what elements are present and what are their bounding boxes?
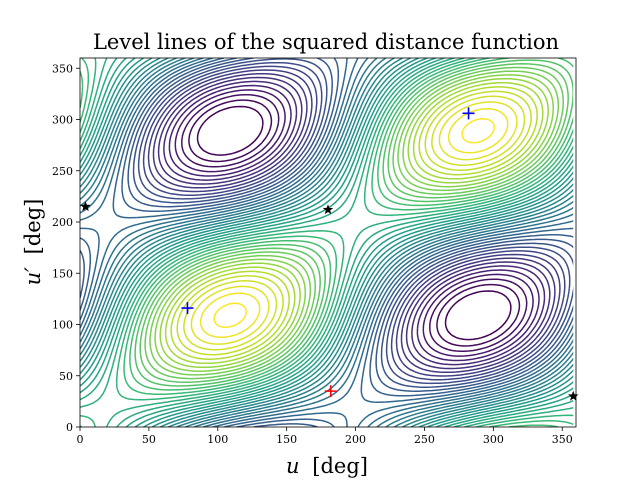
x-tick-label: 0 <box>77 433 84 446</box>
minimum-marker <box>324 385 337 398</box>
saddle-marker <box>462 107 475 120</box>
contour-level-17 <box>80 58 574 427</box>
contour-level-24 <box>80 58 574 427</box>
contour-level-25 <box>80 58 574 427</box>
contour-level-10 <box>149 70 560 376</box>
y-tick-label: 150 <box>52 267 73 280</box>
y-tick-label: 100 <box>52 319 73 332</box>
contour-level-37 <box>152 72 556 374</box>
x-tick-label: 50 <box>142 433 156 446</box>
maximum-star-marker <box>80 201 91 212</box>
maximum-star-marker <box>322 204 334 215</box>
contour-level-1 <box>213 118 495 329</box>
x-tick-label: 100 <box>207 433 228 446</box>
y-axis-label-unit: [deg] <box>21 199 45 255</box>
x-tick-label: 350 <box>552 433 573 446</box>
contour-level-12 <box>139 63 569 383</box>
chart-title: Level lines of the squared distance func… <box>93 30 559 54</box>
x-axis-ticks: 0 50 100 150 200 250 300 350 <box>77 427 573 446</box>
contour-level-13 <box>134 59 574 387</box>
y-axis-label-var: u′ <box>21 267 45 286</box>
contour-level-43 <box>188 99 521 347</box>
marker-layer <box>80 107 579 401</box>
contour-level-9 <box>154 74 555 372</box>
x-axis-label-unit: [deg] <box>312 454 368 478</box>
contour-level-44 <box>196 105 512 341</box>
contour-level-38 <box>157 76 551 370</box>
contour-level-35 <box>142 65 566 381</box>
contour-level-5 <box>176 90 532 356</box>
contour-level-32 <box>80 58 574 427</box>
contour-level-3 <box>190 101 518 345</box>
contour-level-16 <box>80 58 574 427</box>
contour-level-21 <box>80 58 574 427</box>
y-tick-label: 300 <box>52 114 73 127</box>
contour-level-40 <box>168 84 540 362</box>
contour-level-29 <box>80 58 574 427</box>
contour-level-22 <box>80 58 574 427</box>
contour-level-11 <box>144 66 564 380</box>
contour-level-19 <box>80 58 574 427</box>
y-tick-label: 200 <box>52 216 73 229</box>
y-axis-label: u′ [deg] <box>21 199 45 286</box>
contour-level-34 <box>137 61 571 385</box>
contour-level-6 <box>170 86 538 360</box>
saddle-marker <box>181 302 194 315</box>
contour-level-7 <box>164 81 544 365</box>
x-tick-label: 300 <box>483 433 504 446</box>
contour-level-15 <box>80 58 574 427</box>
contour-level-42 <box>181 93 528 353</box>
contour-level-2 <box>199 108 509 339</box>
x-tick-label: 150 <box>276 433 297 446</box>
contour-level-20 <box>80 58 574 427</box>
contour-lines <box>80 58 574 427</box>
plot-frame <box>79 57 577 428</box>
maximum-star-marker <box>568 390 579 401</box>
x-axis-label: u [deg] <box>286 454 368 478</box>
y-axis-ticks: 0 50 100 150 200 250 300 350 <box>52 62 80 434</box>
y-tick-label: 50 <box>59 370 73 383</box>
contour-level-36 <box>147 69 561 377</box>
contour-level-41 <box>174 89 534 357</box>
y-tick-label: 350 <box>52 62 73 75</box>
contour-level-8 <box>159 77 549 369</box>
contour-level-33 <box>132 58 574 388</box>
contour-level-23 <box>80 58 574 427</box>
x-axis-label-var: u <box>286 454 300 478</box>
x-tick-label: 250 <box>414 433 435 446</box>
contour-level-39 <box>163 80 546 366</box>
y-tick-label: 0 <box>66 421 73 434</box>
y-tick-label: 250 <box>52 165 73 178</box>
x-tick-label: 200 <box>345 433 366 446</box>
contour-level-4 <box>183 95 526 351</box>
